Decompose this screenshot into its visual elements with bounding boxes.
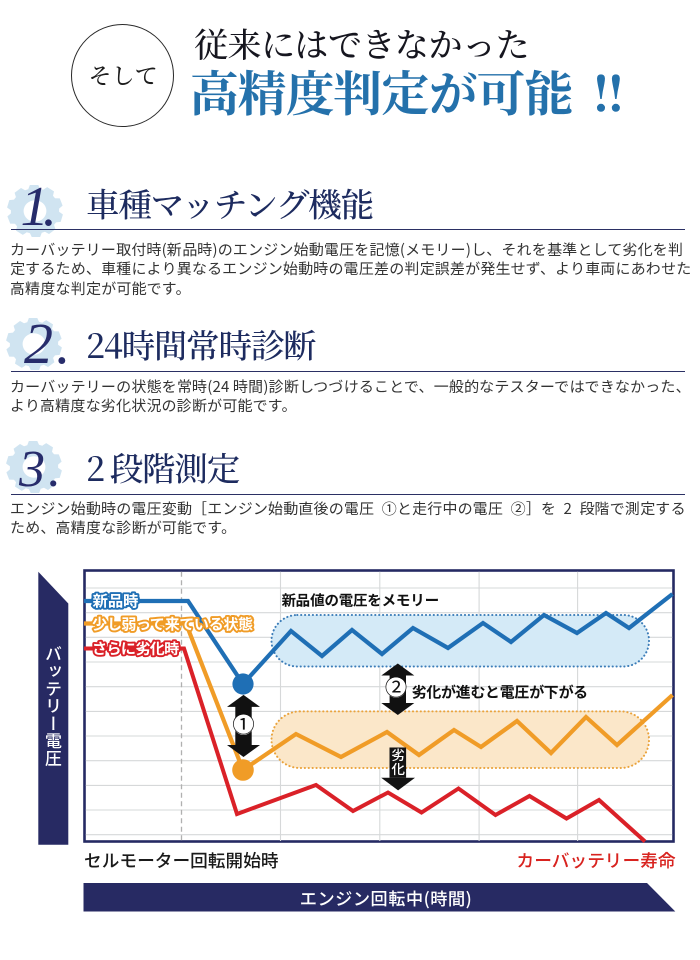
svg-text:劣: 劣 — [391, 744, 405, 764]
svg-text:新品値の電圧をメモリー: 新品値の電圧をメモリー — [282, 590, 439, 611]
svg-text:劣化が進むと電圧が下がる: 劣化が進むと電圧が下がる — [412, 681, 588, 702]
svg-text:①: ① — [232, 708, 255, 740]
svg-text:②: ② — [385, 670, 408, 702]
svg-text:化: 化 — [391, 758, 405, 778]
svg-text:少し弱って来ている状態: 少し弱って来ている状態 — [92, 613, 253, 634]
svg-text:新品時: 新品時 — [92, 590, 139, 612]
svg-text:さらに劣化時: さらに劣化時 — [92, 638, 179, 659]
